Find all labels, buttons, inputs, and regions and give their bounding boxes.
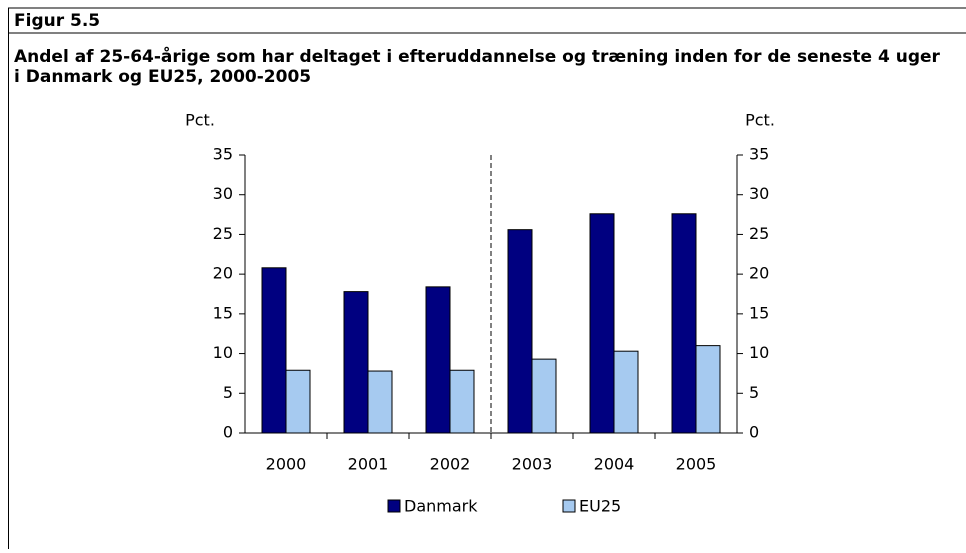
bar	[425, 286, 451, 434]
bar	[285, 369, 311, 434]
y-tick-label: 5	[223, 383, 233, 402]
bar	[261, 267, 287, 434]
y-tick-label: 30	[213, 184, 233, 203]
y-tick-label: 10	[213, 343, 233, 362]
bar	[343, 291, 369, 434]
y-tick-label: 35	[213, 145, 233, 164]
x-tick-label: 2005	[676, 455, 717, 474]
x-tick-label: 2001	[348, 455, 389, 474]
x-tick-label: 2000	[266, 455, 307, 474]
bar	[613, 350, 639, 434]
y-tick-label: 25	[213, 224, 233, 243]
y-axis-label: Pct.	[185, 111, 215, 130]
bar	[589, 213, 615, 434]
legend-label: EU25	[579, 497, 621, 516]
y2-tick-label: 10	[749, 343, 769, 362]
y2-axis-label: Pct.	[745, 111, 775, 130]
bar	[671, 213, 697, 434]
y-tick-label: 0	[223, 423, 233, 442]
legend-swatch	[387, 499, 401, 513]
bar	[449, 369, 475, 434]
y2-tick-label: 20	[749, 264, 769, 283]
y2-tick-label: 5	[749, 383, 759, 402]
legend-label: Danmark	[404, 497, 478, 516]
chart-title: Andel af 25-64-årige som har deltaget i …	[14, 45, 941, 87]
bar	[695, 345, 721, 434]
bar	[367, 370, 393, 434]
y-tick-label: 15	[213, 303, 233, 322]
x-tick-label: 2003	[512, 455, 553, 474]
y2-tick-label: 30	[749, 184, 769, 203]
x-tick-label: 2002	[430, 455, 471, 474]
y2-tick-label: 25	[749, 224, 769, 243]
x-tick-label: 2004	[594, 455, 635, 474]
y-tick-label: 20	[213, 264, 233, 283]
legend-swatch	[562, 499, 576, 513]
y2-tick-label: 35	[749, 145, 769, 164]
bar	[531, 358, 557, 434]
y2-tick-label: 15	[749, 303, 769, 322]
y2-tick-label: 0	[749, 423, 759, 442]
bar	[507, 229, 533, 434]
figure-label: Figur 5.5	[14, 11, 100, 31]
